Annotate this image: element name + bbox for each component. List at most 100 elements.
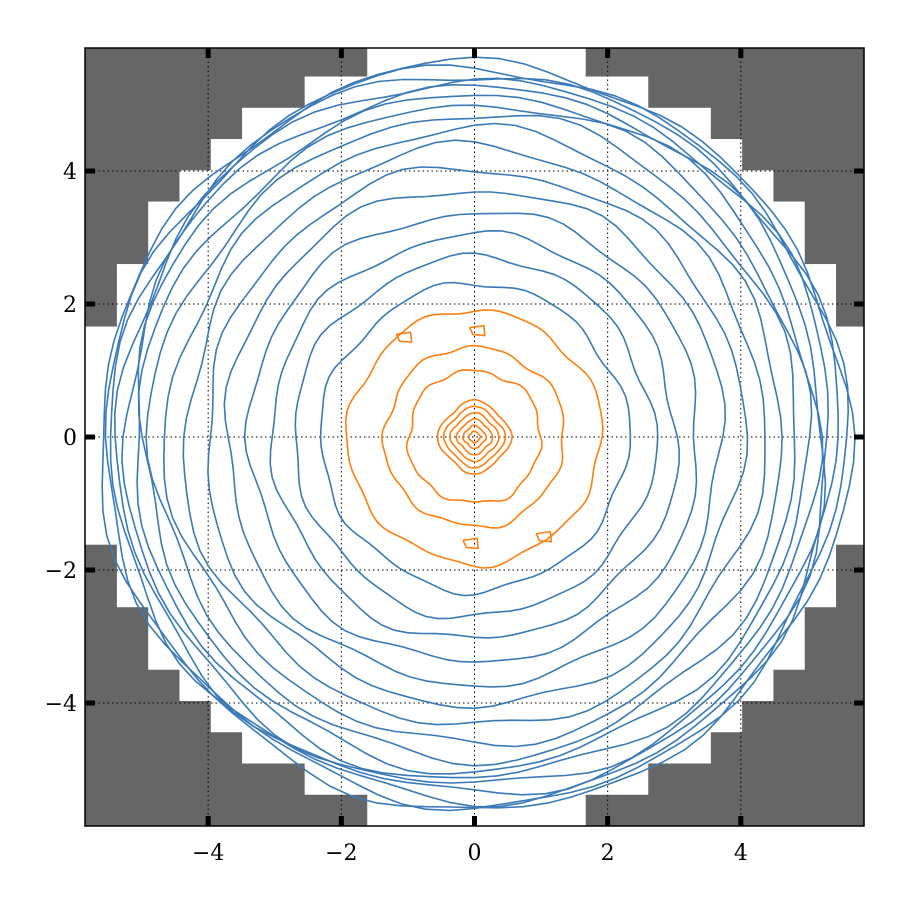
masked-region — [85, 48, 864, 826]
mask-cell — [648, 763, 681, 796]
mask-cell — [147, 138, 180, 171]
mask-cell — [773, 763, 806, 796]
contour-island — [462, 537, 479, 550]
mask-cell — [85, 638, 117, 671]
mask-cell — [272, 48, 305, 77]
mask-cell — [147, 48, 180, 77]
y-tick-label: −2 — [45, 559, 77, 584]
mask-cell — [679, 794, 712, 826]
mask-cell — [679, 75, 712, 108]
mask-cell — [773, 107, 806, 140]
mask-cell — [804, 763, 837, 796]
mask-cell — [85, 200, 117, 233]
mask-cell — [710, 763, 743, 796]
mask-cell — [178, 48, 211, 77]
mask-cell — [85, 732, 117, 765]
mask-cell — [178, 763, 211, 796]
mask-cell — [272, 75, 305, 108]
mask-cell — [773, 732, 806, 765]
mask-cell — [648, 75, 681, 108]
mask-cell — [147, 75, 180, 108]
mask-cell — [773, 75, 806, 108]
mask-cell — [116, 669, 149, 702]
mask-cell — [116, 169, 149, 202]
mask-cell — [836, 763, 864, 796]
mask-cell — [85, 794, 117, 826]
mask-cell — [804, 638, 837, 671]
contour-line-outer — [137, 104, 813, 775]
contour-line-outer — [182, 139, 766, 726]
mask-cell — [804, 794, 837, 826]
mask-cell — [742, 107, 775, 140]
mask-cell — [804, 169, 837, 202]
x-tick-label: −2 — [325, 841, 357, 866]
mask-cell — [710, 75, 743, 108]
mask-cell — [616, 48, 649, 77]
mask-cell — [742, 75, 775, 108]
mask-cell — [210, 732, 243, 765]
contour-line-outer — [114, 77, 829, 796]
x-tick-label: 0 — [468, 841, 482, 866]
mask-cell — [241, 763, 274, 796]
y-tick-label: 2 — [63, 293, 77, 318]
mask-cell — [836, 169, 864, 202]
mask-cell — [210, 763, 243, 796]
mask-cell — [241, 75, 274, 108]
contour-island — [469, 324, 486, 337]
contour-line-inner — [345, 309, 604, 569]
mask-cell — [836, 232, 864, 265]
mask-cell — [116, 700, 149, 733]
mask-cell — [804, 138, 837, 171]
contour-line-outer — [104, 64, 849, 812]
mask-cell — [710, 732, 743, 765]
x-tick-label: 2 — [601, 841, 615, 866]
contour-line-outer — [145, 114, 796, 767]
contour-lines — [101, 56, 856, 812]
mask-cell — [836, 700, 864, 733]
contour-line-inner — [462, 424, 488, 450]
mask-cell — [116, 607, 149, 640]
mask-cell — [773, 669, 806, 702]
mask-cell — [147, 107, 180, 140]
mask-cell — [116, 107, 149, 140]
mask-cell — [85, 169, 117, 202]
mask-cell — [616, 794, 649, 826]
mask-cell — [710, 48, 743, 77]
mask-cell — [147, 669, 180, 702]
mask-cell — [210, 75, 243, 108]
mask-cell — [804, 107, 837, 140]
mask-cell — [836, 638, 864, 671]
contour-line-outer — [319, 281, 632, 597]
mask-cell — [147, 763, 180, 796]
mask-cell — [147, 794, 180, 826]
mask-cell — [773, 794, 806, 826]
mask-cell — [85, 232, 117, 265]
mask-cell — [116, 794, 149, 826]
contour-line-outer — [294, 252, 659, 620]
y-tick-label: −4 — [45, 692, 77, 717]
contour-line-inner — [455, 417, 494, 456]
contour-line-outer — [163, 122, 783, 748]
mask-cell — [679, 48, 712, 77]
mask-cell — [804, 732, 837, 765]
mask-cell — [241, 794, 274, 826]
mask-cell — [710, 107, 743, 140]
x-tick-label: −4 — [192, 841, 224, 866]
tick-labels: −4 −2 0 2 4 −4 −2 0 2 4 — [45, 160, 748, 866]
contour-line-outer — [121, 84, 827, 784]
y-tick-label: 0 — [63, 426, 77, 451]
mask-cell — [272, 763, 305, 796]
mask-cell — [804, 200, 837, 233]
contour-line-inner — [436, 398, 513, 475]
mask-cell — [836, 263, 864, 296]
mask-cell — [116, 48, 149, 77]
mask-cell — [85, 607, 117, 640]
mask-cell — [85, 294, 117, 327]
mask-cell — [147, 700, 180, 733]
mask-cell — [85, 763, 117, 796]
mask-cell — [836, 138, 864, 171]
mask-cell — [147, 732, 180, 765]
mask-cell — [804, 48, 837, 77]
mask-cell — [116, 138, 149, 171]
mask-cell — [804, 669, 837, 702]
